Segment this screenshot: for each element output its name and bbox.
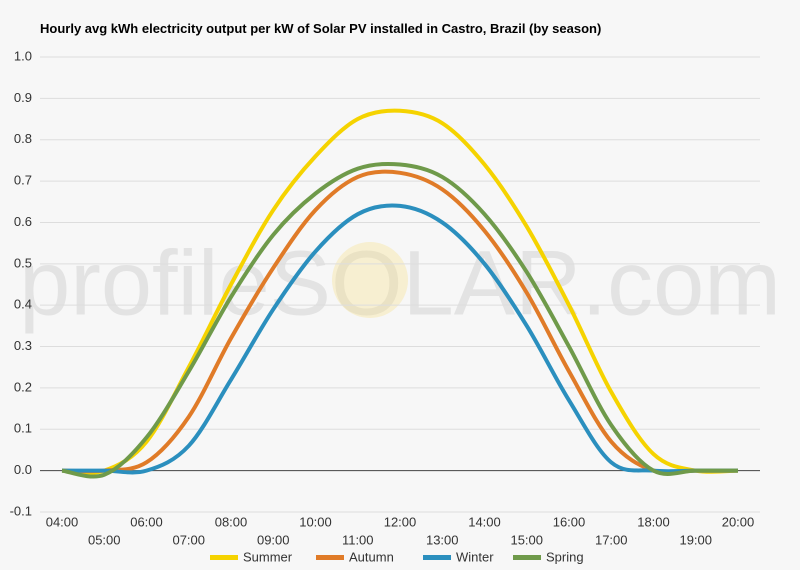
legend-label: Summer bbox=[243, 549, 293, 564]
chart-title: Hourly avg kWh electricity output per kW… bbox=[40, 21, 601, 36]
y-tick-label: 0.4 bbox=[14, 297, 32, 312]
x-tick-label: 12:00 bbox=[384, 514, 417, 529]
y-tick-label: 0.9 bbox=[14, 90, 32, 105]
x-tick-label: 14:00 bbox=[468, 514, 501, 529]
series-line bbox=[61, 161, 738, 479]
watermark: profileSOLAR.com bbox=[19, 232, 781, 334]
legend-swatch bbox=[423, 555, 451, 560]
series-line bbox=[61, 203, 738, 475]
x-tick-label: 18:00 bbox=[637, 514, 670, 529]
x-tick-label: 05:00 bbox=[88, 532, 121, 547]
y-tick-label: 0.1 bbox=[14, 421, 32, 436]
y-tick-label: 0.3 bbox=[14, 338, 32, 353]
x-tick-label: 04:00 bbox=[46, 514, 79, 529]
x-tick-label: 08:00 bbox=[215, 514, 248, 529]
x-tick-label: 10:00 bbox=[299, 514, 332, 529]
x-tick-label: 11:00 bbox=[342, 532, 374, 547]
x-tick-label: 17:00 bbox=[595, 532, 628, 547]
y-tick-label: 0.5 bbox=[14, 255, 32, 270]
x-tick-label: 15:00 bbox=[510, 532, 543, 547]
x-tick-label: 19:00 bbox=[679, 532, 712, 547]
x-tick-label: 13:00 bbox=[426, 532, 459, 547]
y-tick-label: 0.6 bbox=[14, 214, 32, 229]
y-tick-label: 0.8 bbox=[14, 131, 32, 146]
series-line bbox=[61, 169, 738, 475]
x-tick-label: 07:00 bbox=[172, 532, 205, 547]
x-tick-label: 09:00 bbox=[257, 532, 290, 547]
legend-swatch bbox=[210, 555, 238, 560]
y-tick-label: -0.1 bbox=[10, 503, 32, 518]
x-tick-label: 06:00 bbox=[130, 514, 163, 529]
legend-label: Winter bbox=[456, 549, 494, 564]
y-tick-label: 0.2 bbox=[14, 379, 32, 394]
y-tick-label: 0.0 bbox=[14, 462, 32, 477]
x-tick-label: 16:00 bbox=[553, 514, 586, 529]
x-tick-label: 20:00 bbox=[722, 514, 755, 529]
legend-label: Autumn bbox=[349, 549, 394, 564]
legend-label: Spring bbox=[546, 549, 584, 564]
legend-swatch bbox=[316, 555, 344, 560]
y-tick-label: 1.0 bbox=[14, 48, 32, 63]
watermark-sun bbox=[332, 242, 408, 318]
legend-swatch bbox=[513, 555, 541, 560]
y-tick-label: 0.7 bbox=[14, 173, 32, 188]
